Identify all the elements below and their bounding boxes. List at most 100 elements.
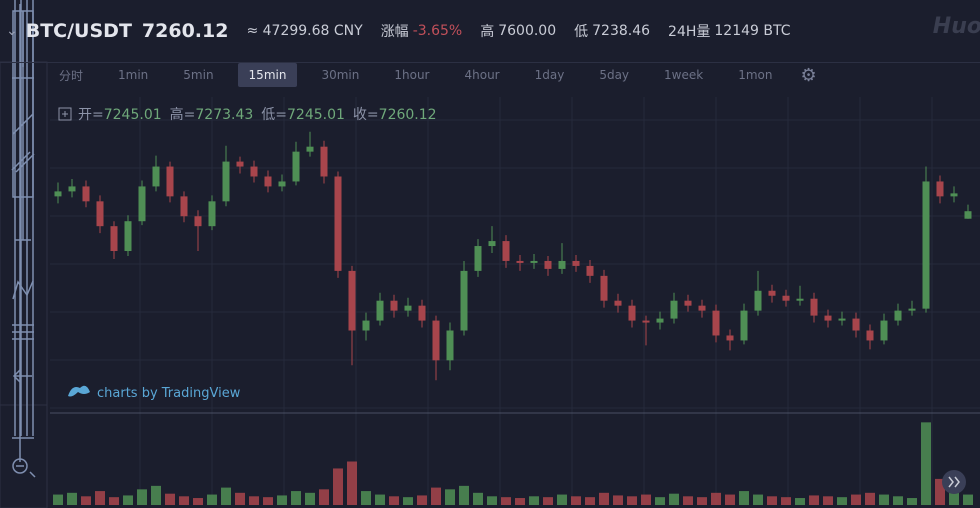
volume-bar xyxy=(935,478,945,505)
candle-body xyxy=(824,315,832,321)
candle-body xyxy=(516,260,524,263)
scroll-arrow xyxy=(948,476,960,488)
candle-body xyxy=(558,260,566,269)
vol: 12149 BTC xyxy=(714,23,791,39)
candle-body xyxy=(236,161,244,167)
legend-toggle[interactable] xyxy=(58,107,72,121)
volume-bar xyxy=(949,492,959,505)
interval-button[interactable]: 1min xyxy=(118,68,149,82)
volume-bar xyxy=(459,485,469,505)
candle-body xyxy=(796,298,804,301)
interval-button[interactable]: 分时 xyxy=(59,68,84,83)
text-tool[interactable] xyxy=(15,11,31,241)
interval-button[interactable]: 30min xyxy=(321,68,360,82)
candle-body xyxy=(950,193,958,197)
interval-button[interactable]: 4hour xyxy=(464,68,500,82)
ohlc-legend: 开=7245.01 高=7273.43 低=7245.01 收=7260.12 xyxy=(78,106,437,123)
candle-body xyxy=(418,305,426,321)
high: 7600.00 xyxy=(498,23,557,39)
candle-body xyxy=(390,300,398,311)
volume-bar xyxy=(487,496,497,505)
volume-bar xyxy=(781,497,791,505)
back-tool[interactable] xyxy=(12,368,32,384)
candle-body xyxy=(544,260,552,269)
volume-bar xyxy=(179,496,189,505)
volume-bar xyxy=(963,494,973,505)
dropdown-icon[interactable]: ⌄ xyxy=(6,23,18,39)
volume-bar xyxy=(361,491,371,505)
volume-bar xyxy=(585,497,595,505)
candle-body xyxy=(782,295,790,301)
volume-bar xyxy=(879,494,889,505)
change-label: 涨幅 xyxy=(380,24,409,40)
candle-body xyxy=(936,181,944,197)
volume-bar xyxy=(445,489,455,505)
candle-body xyxy=(922,181,930,309)
candle-body xyxy=(810,298,818,316)
volume-bar xyxy=(739,491,749,505)
volume-bar xyxy=(431,487,441,505)
change: -3.65% xyxy=(412,23,463,39)
candle-body xyxy=(628,305,636,321)
legend-label: 低= xyxy=(261,107,287,123)
scroll-button[interactable] xyxy=(942,470,966,494)
interval-button[interactable]: 5min xyxy=(183,68,214,82)
volume-bar xyxy=(305,492,315,505)
candle-body xyxy=(768,290,776,296)
candle-body xyxy=(194,216,202,227)
volume-bar xyxy=(473,492,483,505)
candle-body xyxy=(96,201,104,227)
candle-body xyxy=(152,166,160,187)
candle-body xyxy=(698,305,706,311)
candle-body xyxy=(600,275,608,301)
legend-label: 开= xyxy=(78,107,104,123)
legend-value: 7260.12 xyxy=(379,107,437,123)
volume-bar xyxy=(515,498,525,505)
legend-label: 高= xyxy=(170,106,196,123)
low: 7238.46 xyxy=(592,23,651,39)
candle-body xyxy=(614,300,622,306)
candle-body xyxy=(250,166,258,177)
volume-bar xyxy=(655,497,665,505)
interval-button[interactable]: 1week xyxy=(664,68,704,82)
volume-bar xyxy=(319,489,329,505)
interval-bar: 分时 1min 5min 15min 30min 1hour 4hour 1day 5day 1w… xyxy=(48,62,980,88)
interval-button[interactable]: 1hour xyxy=(394,68,430,82)
vol-label: 24H量 xyxy=(668,24,711,40)
candle-body xyxy=(446,330,454,361)
volume-bar xyxy=(389,496,399,505)
candle-body xyxy=(334,176,342,271)
candle-body xyxy=(642,320,650,323)
indicator-tool[interactable] xyxy=(12,0,34,439)
candle-body xyxy=(726,335,734,341)
candle-body xyxy=(180,196,188,217)
volume-bar xyxy=(683,496,693,505)
candle-body xyxy=(166,166,174,197)
legend-label: 收= xyxy=(353,107,379,123)
interval-button[interactable]: 1mon xyxy=(738,68,773,82)
volume-bar xyxy=(81,496,91,505)
volume-bar xyxy=(669,493,679,505)
volume-bar xyxy=(823,496,833,505)
volume-bar xyxy=(599,492,609,505)
high-label: 高 xyxy=(480,24,495,40)
watermark: charts by TradingView xyxy=(97,386,241,401)
volume-bar xyxy=(837,497,847,505)
legend-value: 7245.01 xyxy=(104,107,162,123)
volume-bar xyxy=(543,497,553,505)
settings-icon[interactable]: ⚙ xyxy=(800,64,817,86)
interval-button[interactable]: 1day xyxy=(534,68,565,82)
candle-body xyxy=(754,290,762,311)
candle-body xyxy=(586,265,594,276)
volume-bar xyxy=(725,494,735,505)
candle-body xyxy=(880,320,888,341)
volume-bar xyxy=(767,496,777,505)
zoom-tool[interactable] xyxy=(12,4,36,478)
interval-button[interactable]: 15min xyxy=(237,63,298,87)
legend-value: 7273.43 xyxy=(195,107,253,123)
candle-body xyxy=(306,146,314,152)
interval-button[interactable]: 5day xyxy=(599,68,630,82)
pair[interactable]: BTC/USDT xyxy=(25,20,132,42)
candle-body xyxy=(852,318,860,331)
